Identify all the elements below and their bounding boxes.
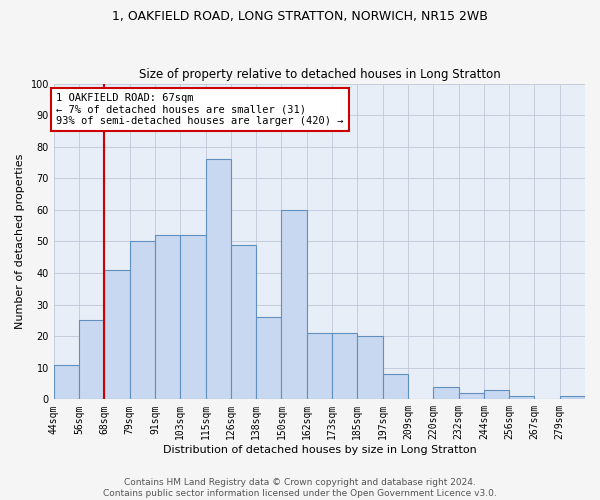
Bar [484, 390, 509, 400]
Bar [433, 386, 458, 400]
Text: 1 OAKFIELD ROAD: 67sqm
← 7% of detached houses are smaller (31)
93% of semi-deta: 1 OAKFIELD ROAD: 67sqm ← 7% of detached … [56, 93, 343, 126]
Bar [307, 333, 332, 400]
Bar [130, 242, 155, 400]
Y-axis label: Number of detached properties: Number of detached properties [15, 154, 25, 329]
Bar [358, 336, 383, 400]
Bar [332, 333, 358, 400]
Bar [383, 374, 408, 400]
Bar [256, 317, 281, 400]
X-axis label: Distribution of detached houses by size in Long Stratton: Distribution of detached houses by size … [163, 445, 476, 455]
Bar [180, 235, 206, 400]
Bar [281, 210, 307, 400]
Bar [458, 393, 484, 400]
Text: Contains HM Land Registry data © Crown copyright and database right 2024.
Contai: Contains HM Land Registry data © Crown c… [103, 478, 497, 498]
Bar [79, 320, 104, 400]
Bar [155, 235, 180, 400]
Title: Size of property relative to detached houses in Long Stratton: Size of property relative to detached ho… [139, 68, 500, 81]
Bar [509, 396, 535, 400]
Bar [560, 396, 585, 400]
Bar [54, 364, 79, 400]
Bar [104, 270, 130, 400]
Bar [231, 244, 256, 400]
Text: 1, OAKFIELD ROAD, LONG STRATTON, NORWICH, NR15 2WB: 1, OAKFIELD ROAD, LONG STRATTON, NORWICH… [112, 10, 488, 23]
Bar [206, 160, 231, 400]
